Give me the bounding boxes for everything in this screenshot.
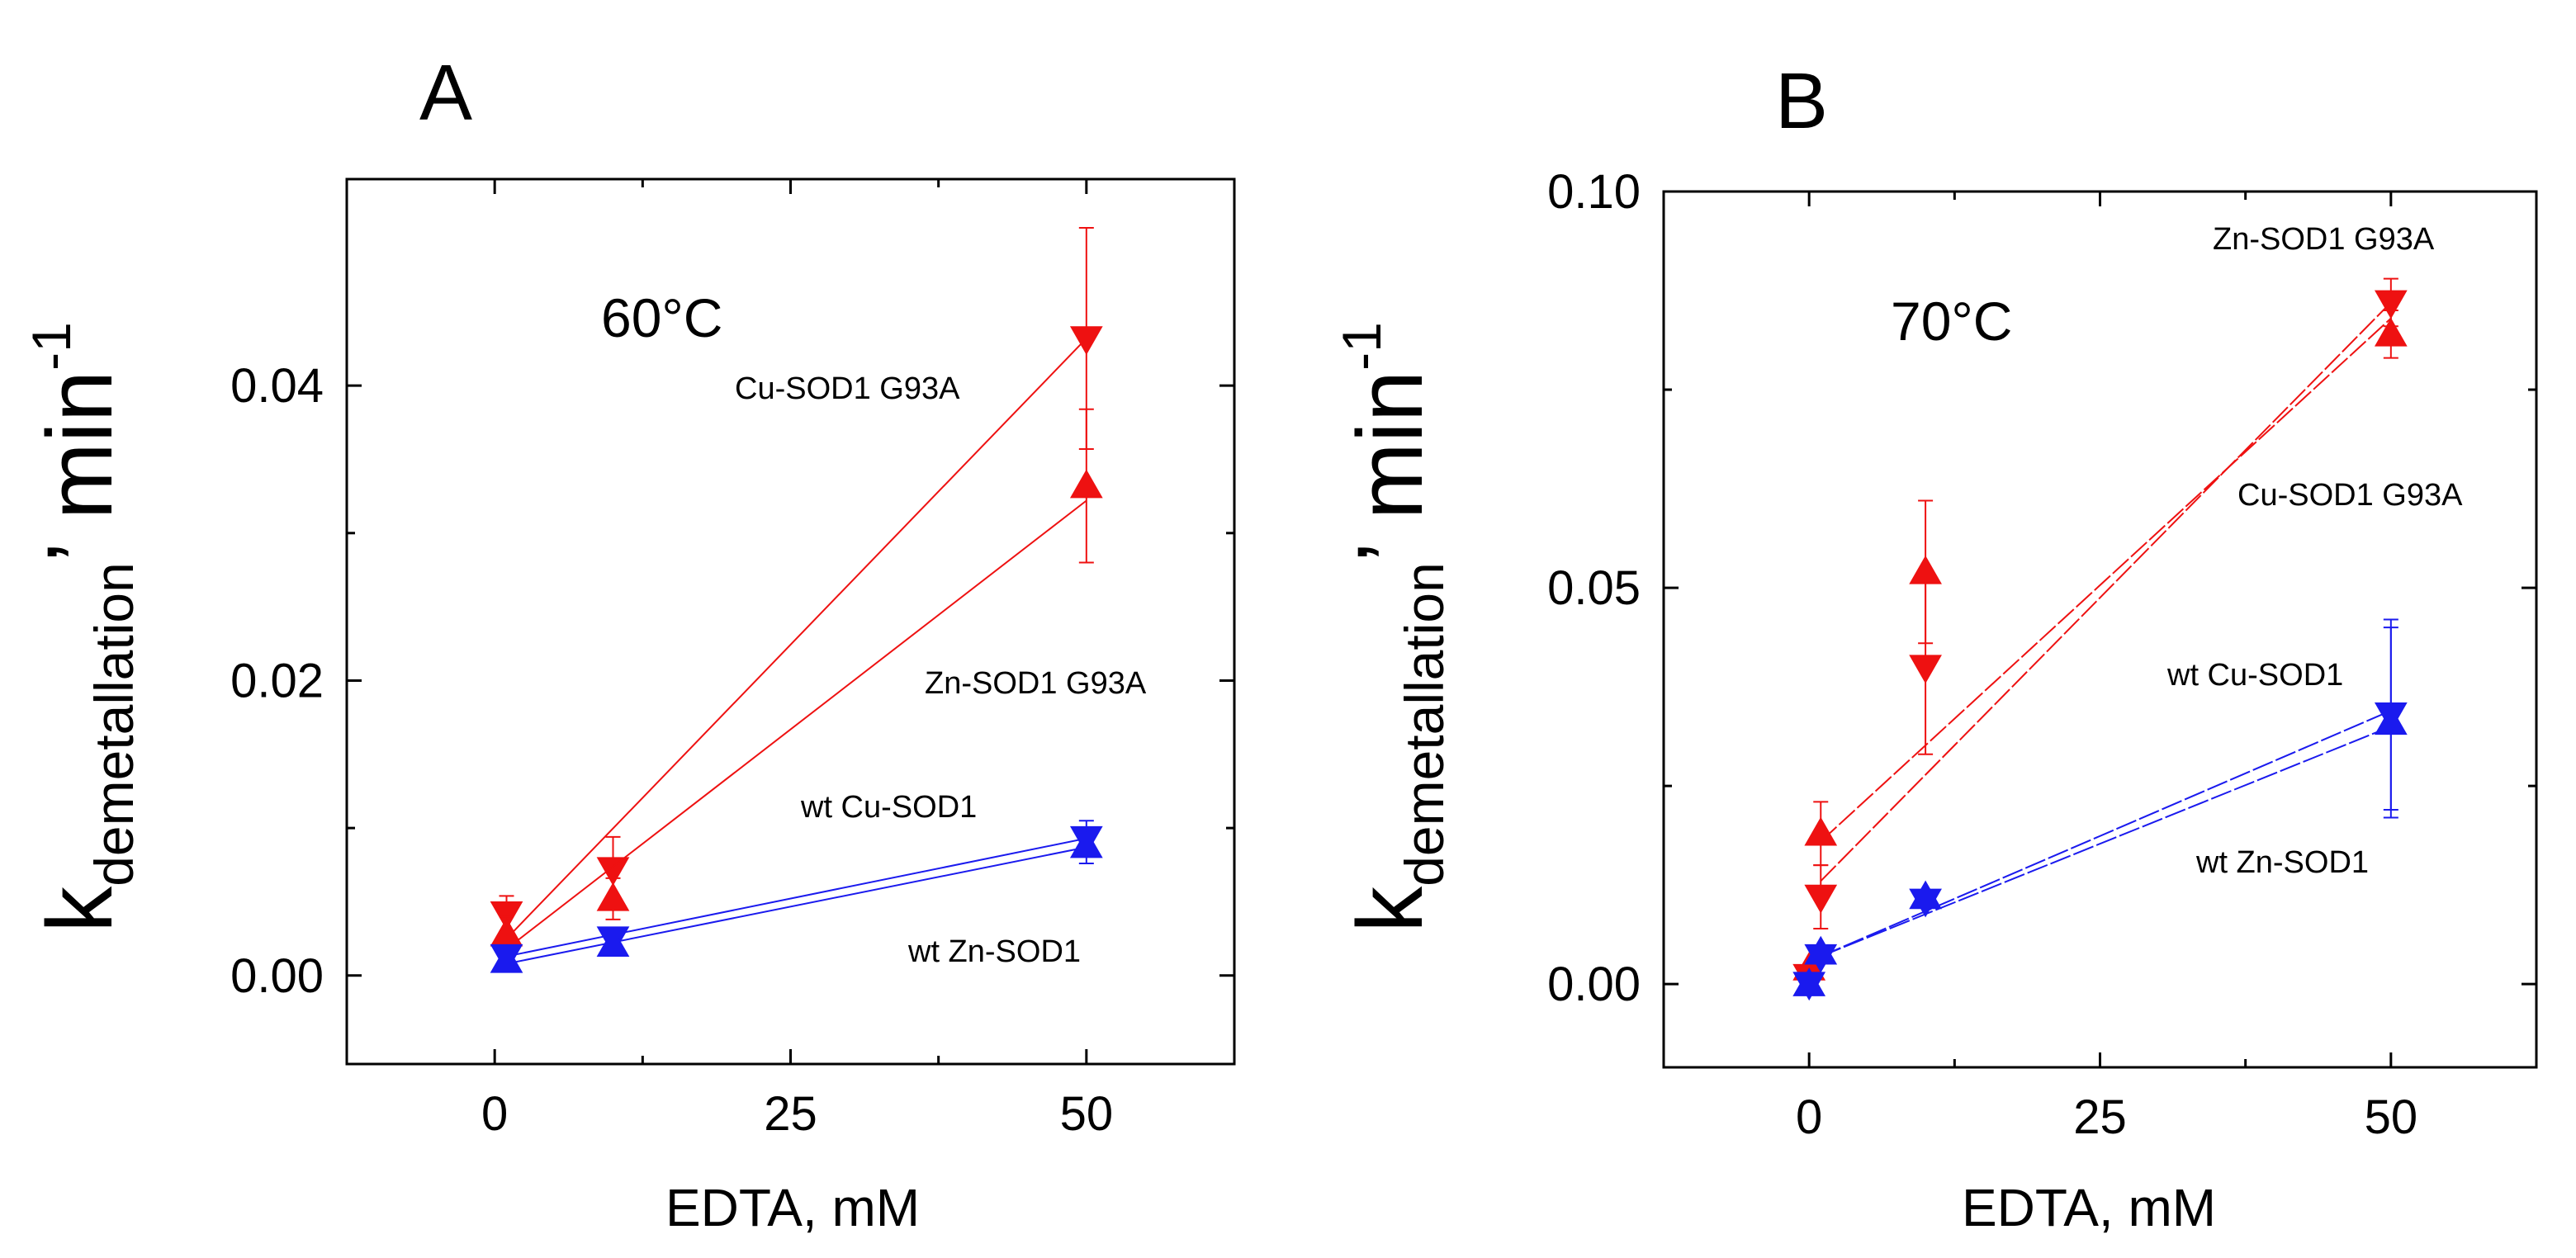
x-tick-label: 0 xyxy=(1796,1090,1822,1144)
panel-b: B 0 25 50 0.00 0.05 0.10 70°C Zn-SOD1 G9… xyxy=(1331,57,2538,1237)
data-point xyxy=(1909,555,1942,584)
axis-tick-labels-b: 0 25 50 0.00 0.05 0.10 xyxy=(1547,165,2417,1144)
x-tick-label: 50 xyxy=(2365,1090,2418,1144)
x-tick-label: 25 xyxy=(764,1087,817,1141)
fit-line xyxy=(506,846,1087,965)
data-point xyxy=(1792,967,1826,996)
x-tick-label: 0 xyxy=(481,1087,508,1141)
panel-label-a: A xyxy=(419,49,472,137)
plot-frame-b xyxy=(1662,190,2538,1069)
panel-label-b: B xyxy=(1775,57,1828,145)
data-point xyxy=(1804,816,1838,846)
fit-line xyxy=(1820,710,2392,958)
data-point xyxy=(490,917,523,947)
series-group-b xyxy=(1792,277,2408,1001)
annotation-wt-zn-sod1: wt Zn-SOD1 xyxy=(907,934,1081,969)
data-point xyxy=(490,944,523,973)
annotation-wt-cu-sod1: wt Cu-SOD1 xyxy=(2166,658,2343,693)
y-tick-label: 0.05 xyxy=(1547,561,1641,615)
axis-tick-labels-a: 0 25 50 0.00 0.02 0.04 xyxy=(230,359,1113,1141)
y-label-main: k xyxy=(28,886,131,933)
temperature-label-a: 60°C xyxy=(601,287,722,348)
data-point xyxy=(1804,935,1838,965)
y-label-unit: ’ min xyxy=(28,371,131,562)
x-axis-label-b: EDTA, mM xyxy=(1962,1178,2216,1237)
annotation-zn-sod1-g93a: Zn-SOD1 G93A xyxy=(2213,222,2435,257)
data-point xyxy=(1069,829,1103,858)
y-label-main: k xyxy=(1338,886,1442,933)
y-axis-label-b: kdemetallation’ min-1 xyxy=(1331,322,1455,933)
annotation-wt-zn-sod1: wt Zn-SOD1 xyxy=(2195,845,2369,880)
y-tick-label: 0.02 xyxy=(230,654,324,707)
y-label-unit: ’ min xyxy=(1338,371,1442,562)
data-point xyxy=(490,901,523,930)
data-point xyxy=(1069,469,1103,499)
fit-line xyxy=(1820,301,2392,882)
series-group-a xyxy=(490,226,1103,973)
y-axis-label-a: kdemetallation’ min-1 xyxy=(21,322,144,933)
axis-ticks-a xyxy=(347,179,1234,1064)
y-label-subscript: demetallation xyxy=(1394,562,1455,887)
annotation-wt-cu-sod1: wt Cu-SOD1 xyxy=(800,790,977,825)
y-tick-label: 0.04 xyxy=(230,359,324,413)
data-point xyxy=(1909,655,1942,684)
plot-frame-a xyxy=(345,177,1236,1066)
data-point xyxy=(2374,317,2408,347)
annotation-cu-sod1-g93a: Cu-SOD1 G93A xyxy=(735,371,960,406)
x-tick-label: 25 xyxy=(2073,1090,2127,1144)
y-label-subscript: demetallation xyxy=(83,562,144,887)
x-axis-label-a: EDTA, mM xyxy=(665,1178,920,1237)
fit-line xyxy=(1820,726,2392,958)
data-point xyxy=(1804,884,1838,914)
axis-ticks-b xyxy=(1664,190,2536,1067)
data-point xyxy=(1069,326,1103,355)
panel-a: A 0 25 50 0.00 0.02 0.04 60°C Cu-SOD1 G9… xyxy=(21,49,1236,1237)
y-tick-label: 0.10 xyxy=(1547,165,1641,219)
data-point xyxy=(2374,290,2408,319)
data-point xyxy=(1909,880,1942,910)
data-point xyxy=(2374,706,2408,735)
data-point xyxy=(596,857,630,887)
annotation-cu-sod1-g93a: Cu-SOD1 G93A xyxy=(2237,478,2463,513)
y-tick-label: 0.00 xyxy=(230,949,324,1003)
x-tick-label: 50 xyxy=(1060,1087,1114,1141)
y-label-exponent: -1 xyxy=(21,322,82,371)
fit-line xyxy=(1820,317,2392,843)
fit-line xyxy=(505,499,1087,950)
temperature-label-b: 70°C xyxy=(1891,291,2012,352)
annotation-zn-sod1-g93a: Zn-SOD1 G93A xyxy=(925,666,1147,701)
data-point xyxy=(596,882,630,911)
data-point xyxy=(596,928,630,958)
fit-line xyxy=(505,338,1087,939)
y-tick-label: 0.00 xyxy=(1547,958,1641,1011)
y-label-exponent: -1 xyxy=(1331,322,1392,371)
